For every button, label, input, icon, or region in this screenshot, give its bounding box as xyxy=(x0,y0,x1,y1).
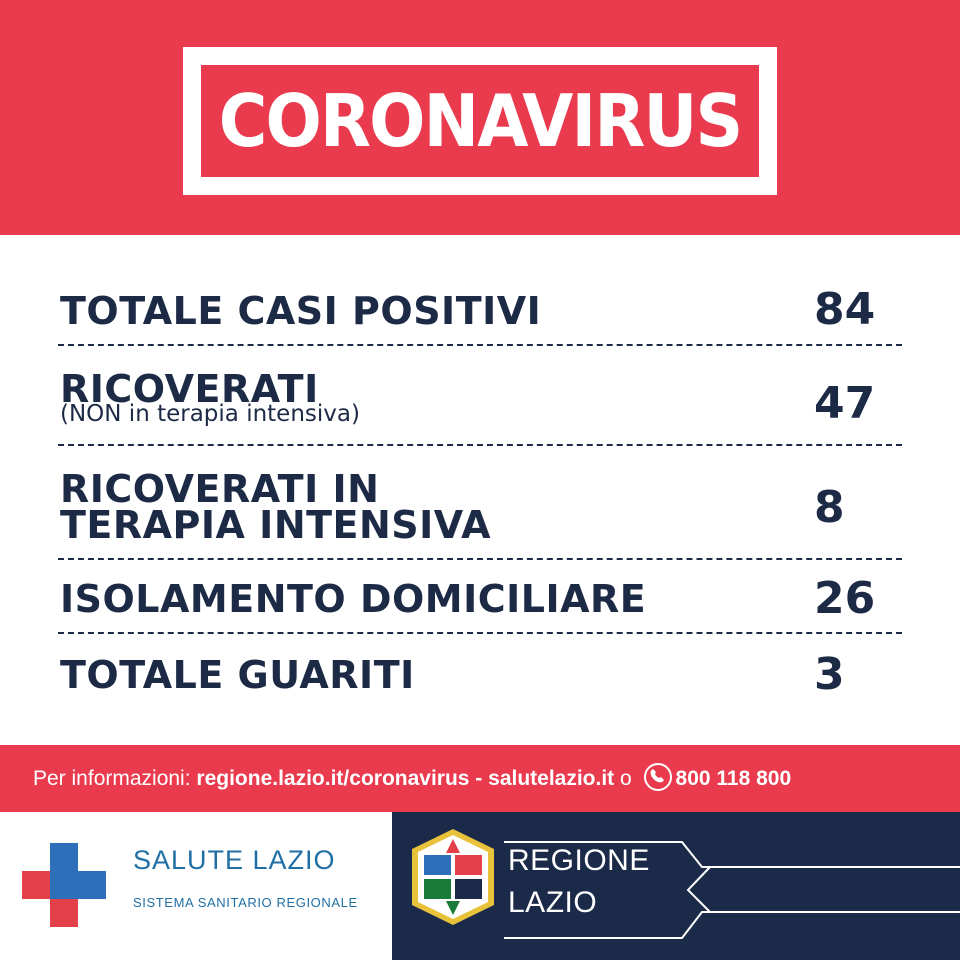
info-phone[interactable]: 800 118 800 xyxy=(675,767,792,790)
info-conjunction: o xyxy=(614,767,638,790)
stat-value: 8 xyxy=(814,482,845,533)
info-prefix: Per informazioni: xyxy=(33,767,197,790)
info-link-salutelazio[interactable]: salutelazio.it xyxy=(488,767,615,790)
salute-lazio-subtitle: SISTEMA SANITARIO REGIONALE xyxy=(133,895,358,910)
divider xyxy=(58,444,902,446)
title-frame: CORONAVIRUS xyxy=(183,47,777,195)
stat-label: RICOVERATI xyxy=(60,367,319,411)
stat-label: ISOLAMENTO DOMICILIARE xyxy=(60,577,647,621)
phone-icon xyxy=(643,763,672,792)
decorative-lines xyxy=(504,841,960,939)
divider xyxy=(58,344,902,346)
stat-value: 84 xyxy=(814,284,876,335)
medical-cross-icon xyxy=(22,843,106,927)
info-separator: - xyxy=(469,767,489,790)
regione-title-line1: REGIONE xyxy=(508,844,650,877)
regione-title-line2: LAZIO xyxy=(508,886,598,919)
header-banner: CORONAVIRUS xyxy=(0,0,960,235)
info-link-regione[interactable]: regione.lazio.it/coronavirus xyxy=(196,767,470,790)
title-panel: CORONAVIRUS xyxy=(201,65,759,177)
stat-label-line2: TERAPIA INTENSIVA xyxy=(60,503,492,547)
divider xyxy=(58,558,902,560)
stat-sublabel: (NON in terapia intensiva) xyxy=(60,401,360,427)
stat-value: 3 xyxy=(814,649,845,700)
stat-value: 47 xyxy=(814,378,876,429)
stat-label: TOTALE CASI POSITIVI xyxy=(60,289,542,333)
salute-lazio-title: SALUTE LAZIO xyxy=(133,845,336,875)
stat-label-line1: RICOVERATI IN xyxy=(60,467,380,511)
stat-value: 26 xyxy=(814,573,876,624)
page-title: CORONAVIRUS xyxy=(218,79,743,163)
info-text: Per informazioni: regione.lazio.it/coron… xyxy=(33,745,791,812)
divider xyxy=(58,632,902,634)
info-bar: Per informazioni: regione.lazio.it/coron… xyxy=(0,745,960,812)
regione-lazio-emblem-icon xyxy=(412,829,494,925)
stat-label: TOTALE GUARITI xyxy=(60,653,415,697)
